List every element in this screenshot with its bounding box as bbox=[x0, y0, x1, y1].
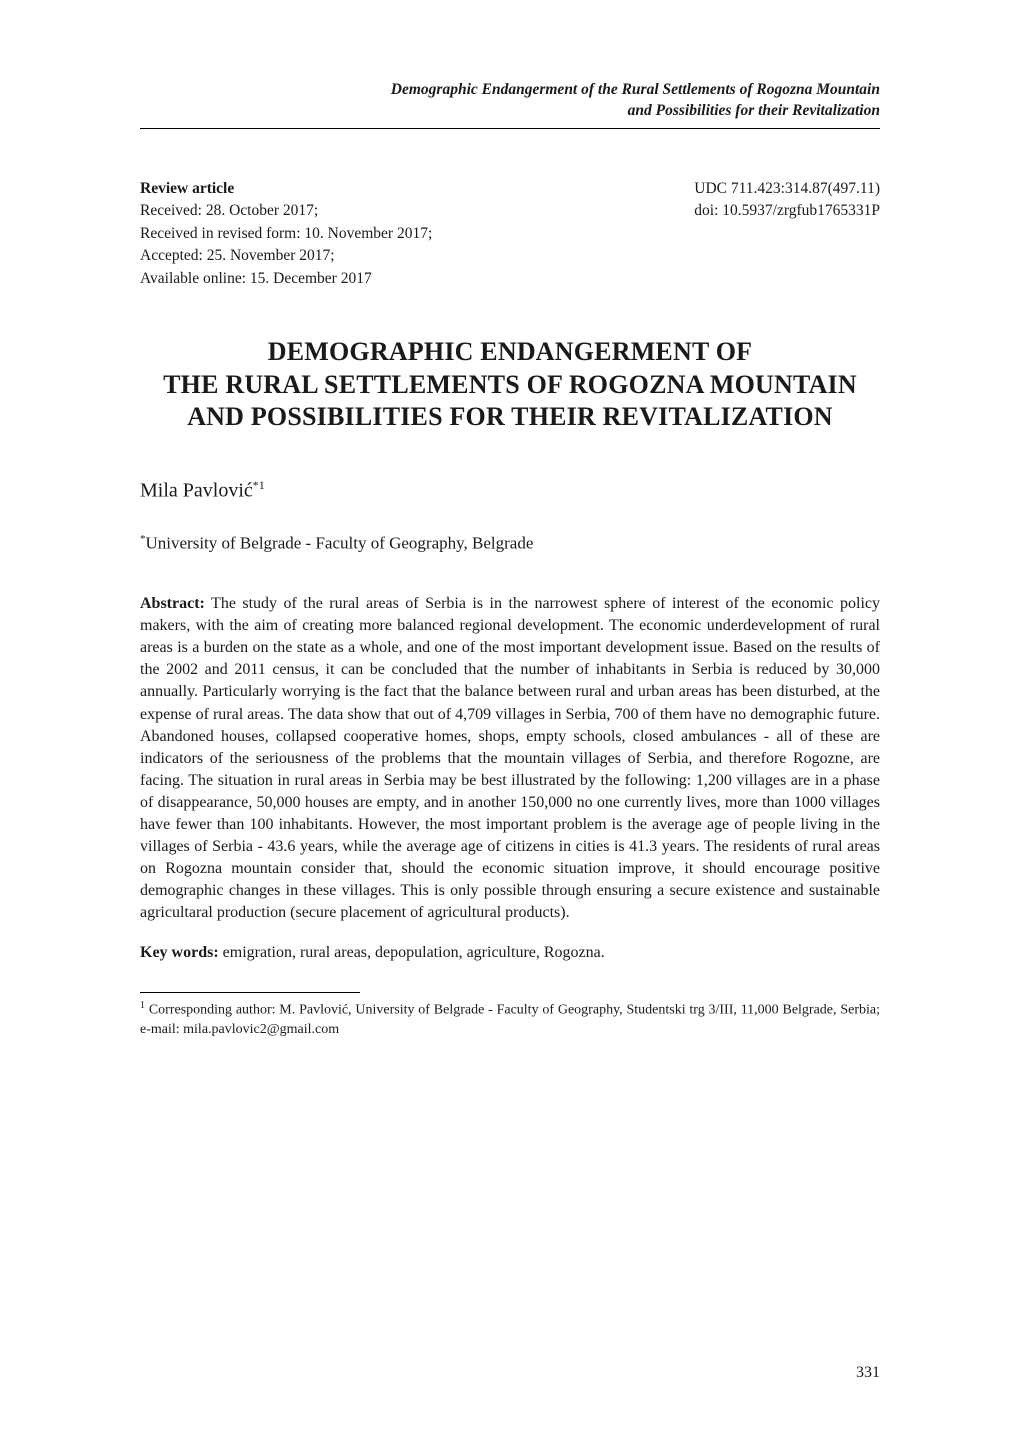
meta-block: Review article Received: 28. October 201… bbox=[140, 178, 880, 290]
meta-revised: Received in revised form: 10. November 2… bbox=[140, 223, 432, 245]
title-line-2: THE RURAL SETTLEMENTS OF ROGOZNA MOUNTAI… bbox=[140, 369, 880, 402]
abstract-text: The study of the rural areas of Serbia i… bbox=[140, 595, 880, 921]
meta-online: Available online: 15. December 2017 bbox=[140, 268, 432, 290]
keywords-label: Key words: bbox=[140, 944, 219, 961]
article-type-label: Review article bbox=[140, 180, 234, 197]
article-title: DEMOGRAPHIC ENDANGERMENT OF THE RURAL SE… bbox=[140, 336, 880, 434]
running-head-rule bbox=[140, 128, 880, 129]
author-superscript: *1 bbox=[253, 478, 265, 492]
abstract-block: Abstract: The study of the rural areas o… bbox=[140, 593, 880, 924]
footnote-block: 1 Corresponding author: M. Pavlović, Uni… bbox=[140, 999, 880, 1039]
title-line-1: DEMOGRAPHIC ENDANGERMENT OF bbox=[140, 336, 880, 369]
footnote-rule bbox=[140, 992, 360, 993]
meta-received: Received: 28. October 2017; bbox=[140, 200, 432, 222]
author-name: Mila Pavlović bbox=[140, 480, 253, 502]
keywords-text: emigration, rural areas, depopulation, a… bbox=[223, 944, 605, 961]
author-line: Mila Pavlović*1 bbox=[140, 478, 880, 503]
running-head: Demographic Endangerment of the Rural Se… bbox=[380, 80, 880, 122]
meta-udc: UDC 711.423:314.87(497.11) bbox=[694, 178, 880, 200]
keywords-block: Key words: emigration, rural areas, depo… bbox=[140, 942, 880, 964]
title-line-3: AND POSSIBILITIES FOR THEIR REVITALIZATI… bbox=[140, 401, 880, 434]
page-number: 331 bbox=[856, 1364, 880, 1382]
page: Demographic Endangerment of the Rural Se… bbox=[0, 0, 1020, 1442]
running-head-line2: and Possibilities for their Revitalizati… bbox=[628, 102, 880, 119]
affiliation-line: *University of Belgrade - Faculty of Geo… bbox=[140, 533, 880, 554]
abstract-label: Abstract: bbox=[140, 595, 205, 612]
running-head-line1: Demographic Endangerment of the Rural Se… bbox=[391, 81, 880, 98]
affiliation-text: University of Belgrade - Faculty of Geog… bbox=[146, 533, 534, 552]
meta-left: Review article Received: 28. October 201… bbox=[140, 178, 432, 290]
meta-doi: doi: 10.5937/zrgfub1765331P bbox=[694, 200, 880, 222]
footnote-text: Corresponding author: M. Pavlović, Unive… bbox=[140, 1003, 880, 1037]
meta-right: UDC 711.423:314.87(497.11) doi: 10.5937/… bbox=[694, 178, 880, 290]
meta-accepted: Accepted: 25. November 2017; bbox=[140, 245, 432, 267]
